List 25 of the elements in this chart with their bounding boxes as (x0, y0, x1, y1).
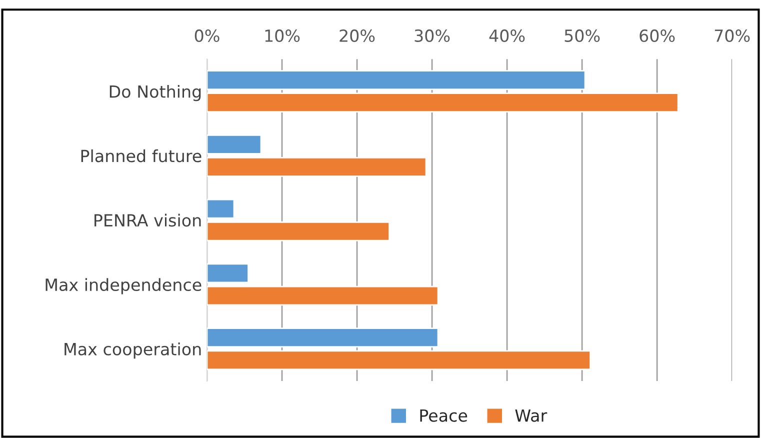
x-tick-label: 30% (414, 29, 450, 42)
x-tick-label: 20% (340, 29, 375, 42)
bar (206, 328, 439, 348)
bar (206, 70, 586, 90)
x-tick-label: 10% (265, 29, 300, 42)
bar (206, 157, 427, 177)
y-tick-label: PENRA vision (94, 214, 201, 227)
bar (206, 134, 262, 154)
bar (206, 263, 249, 284)
legend-label: War (515, 409, 548, 422)
x-tick-label: 70% (714, 29, 750, 42)
y-tick-label: Planned future (81, 149, 202, 162)
bar (206, 92, 679, 113)
x-tick-label: 40% (489, 29, 525, 42)
y-tick-label: Max cooperation (64, 342, 201, 359)
y-tick-label: Max independence (46, 278, 202, 294)
bar (206, 221, 390, 242)
y-tick-label: Do Nothing (110, 84, 201, 102)
x-tick-label: 60% (640, 29, 675, 42)
x-tick-label: 50% (564, 29, 600, 42)
legend-label: Peace (420, 409, 468, 422)
bar (206, 350, 592, 370)
bar (206, 198, 235, 219)
bar (206, 286, 439, 306)
x-tick-label: 0% (194, 29, 220, 42)
